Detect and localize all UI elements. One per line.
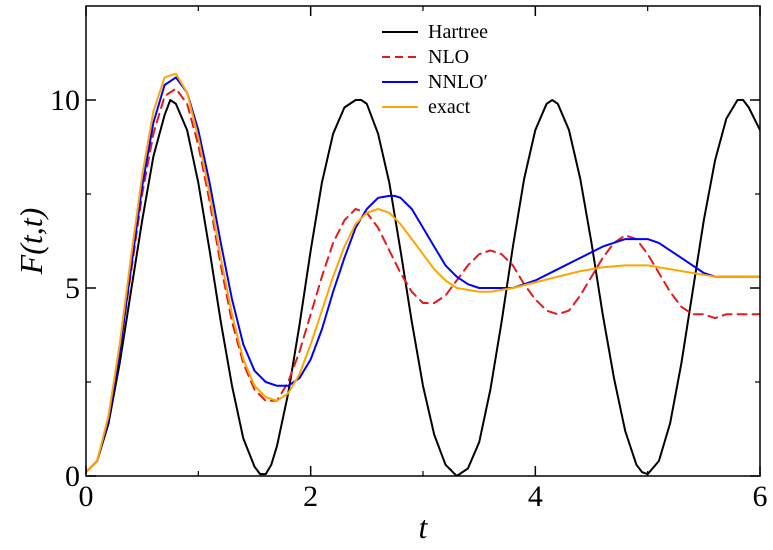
series-group bbox=[86, 72, 760, 476]
y-tick-label: 0 bbox=[65, 460, 80, 493]
y-tick-label: 10 bbox=[50, 84, 80, 117]
legend-label: NNLO′ bbox=[428, 71, 488, 93]
series-line-hartree bbox=[86, 99, 760, 476]
legend: Hartree NLO NNLO′ exact bbox=[382, 21, 488, 118]
plot-clip-group bbox=[86, 72, 760, 476]
x-axis-title: t bbox=[419, 509, 429, 545]
x-tick-label: 4 bbox=[528, 480, 543, 513]
series-line-exact bbox=[86, 72, 760, 474]
legend-label: exact bbox=[428, 96, 471, 118]
series-line-nlo bbox=[86, 87, 760, 474]
y-axis-title: F(t,t) bbox=[13, 208, 49, 276]
x-tick-label: 6 bbox=[753, 480, 768, 513]
tick-labels-group: 0 2 4 6 0 5 10 bbox=[50, 84, 768, 513]
x-tick-label: 2 bbox=[303, 480, 318, 513]
ticks-group bbox=[85, 6, 761, 477]
plot-frame bbox=[85, 5, 761, 477]
x-tick-label: 0 bbox=[79, 480, 94, 513]
legend-label: Hartree bbox=[428, 21, 488, 43]
y-tick-label: 5 bbox=[65, 272, 80, 305]
legend-label: NLO bbox=[428, 46, 469, 68]
